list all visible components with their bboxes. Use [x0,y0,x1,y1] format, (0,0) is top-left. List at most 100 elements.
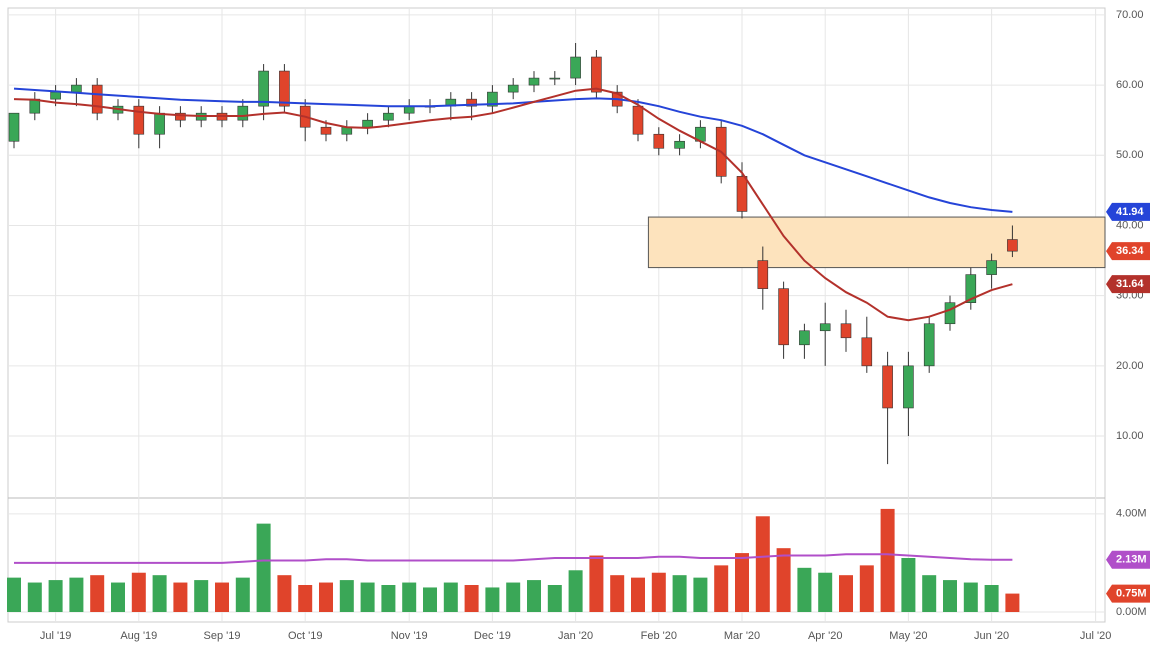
candle-body [570,56,581,79]
volume-bar [568,570,583,612]
volume-bar [27,582,42,612]
candle-body [882,365,893,409]
volume-bar [360,582,375,612]
volume-bar [818,572,833,612]
volume-bar [319,582,333,612]
ma-short-line [13,87,1013,322]
candle-body [403,105,415,114]
candle-body [549,77,561,80]
volume-bar [631,577,645,612]
x-tick-label: May '20 [889,630,927,642]
volume-bar [7,577,21,612]
volume-bar [443,582,458,612]
value-badge [1106,242,1150,261]
x-tick-label: Feb '20 [641,630,677,642]
y-tick-label: 4.00M [1116,508,1147,520]
volume-bar [755,516,770,612]
candle-body [986,260,997,275]
volume-bar [880,508,895,612]
volume-bar [485,587,500,612]
candle-body [50,91,61,100]
volume-bar [215,582,229,612]
candle-body [778,288,789,346]
value-badge [1106,202,1150,221]
volume-bar [963,582,978,612]
candle-body [362,119,373,128]
volume-bar [610,575,625,612]
volume-bar [589,555,604,612]
candle-body [757,260,769,289]
volume-bar [672,575,687,612]
candle-body [653,133,665,149]
volume-bar [943,580,957,612]
volume-bar [69,577,84,612]
candle-body [487,91,498,107]
ma-long-line [13,87,1013,213]
volume-bar [298,585,313,612]
volume-bar [922,575,937,612]
badge-label: 31.64 [1116,278,1144,290]
candle-body [840,323,852,339]
volume-bar [48,580,63,612]
badge-label: 2.13M [1116,554,1147,566]
volume-bar [506,582,521,612]
x-tick-label: Jan '20 [558,630,593,642]
x-tick-label: Mar '20 [724,630,760,642]
volume-bar [797,567,812,612]
x-tick-label: Jun '20 [974,630,1009,642]
volume-bar [693,577,708,612]
volume-bar [735,553,749,612]
x-tick-label: Jul '19 [40,630,71,642]
volume-bar [339,580,354,612]
frame [7,7,1106,623]
candle-body [279,70,290,107]
candle-body [903,365,914,409]
volume-bar [402,582,417,612]
candle-body [507,84,519,93]
volume-bar [714,565,729,612]
volume-bar [1005,593,1020,612]
candle-body [175,112,186,121]
candle-body [258,70,269,107]
candle-body [674,140,685,149]
volume-average-line [14,553,1013,564]
volume-bar [651,572,666,612]
candle-body [133,105,145,135]
y-tick-label: 20.00 [1116,360,1144,372]
volume-bar [277,575,292,612]
candle-body [632,105,644,135]
value-badge [1106,584,1150,603]
badge-label: 36.34 [1116,245,1144,257]
candle-body [965,274,977,303]
candle-body [320,126,332,135]
volume-bar [131,572,146,612]
x-tick-label: Aug '19 [120,630,157,642]
volume-bar [423,587,437,612]
candle-body [383,112,394,121]
volume-bar [90,575,105,612]
value-badge [1106,550,1150,569]
y-tick-label: 70.00 [1116,9,1144,21]
candle-body [237,105,249,121]
y-tick-label: 40.00 [1116,219,1144,231]
candle-body [799,330,810,346]
volume-bar [256,523,271,612]
y-tick-label: 10.00 [1116,430,1144,442]
x-tick-label: Apr '20 [808,630,843,642]
candle-body [944,302,956,325]
candle-body [736,176,748,212]
candle-body [154,112,165,135]
resistance-zone [647,216,1106,269]
candle-body [91,84,103,114]
candle-body [819,323,831,332]
volume-bar [235,577,250,612]
value-badge [1106,275,1150,294]
candle-body [923,323,935,367]
candle-body [528,77,540,86]
volume-bar [527,580,541,612]
volume-bar [381,585,396,612]
volume-bar [839,575,853,612]
x-tick-label: Nov '19 [391,630,428,642]
candle-body [861,337,873,367]
